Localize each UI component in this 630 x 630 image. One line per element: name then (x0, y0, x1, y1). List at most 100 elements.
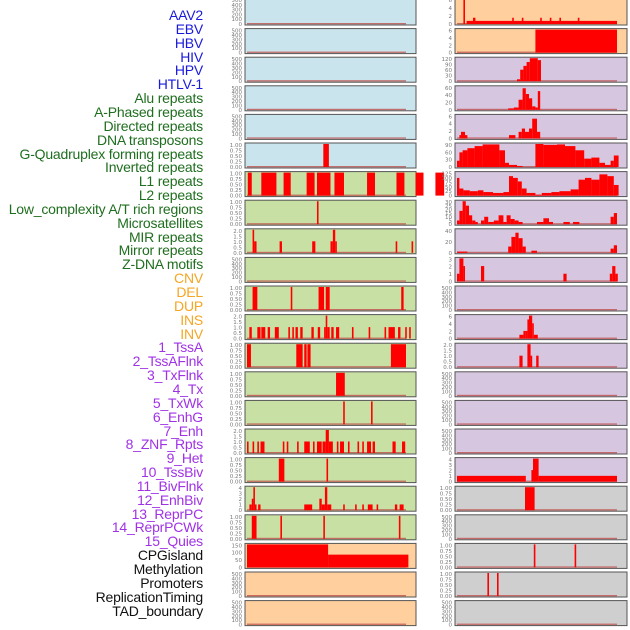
y-tick-label: 0 (449, 251, 453, 257)
baseline (247, 80, 406, 82)
y-tick-label: 0.50 (440, 583, 453, 589)
y-tick-label: 0 (449, 480, 453, 486)
panel-gquad-left: 0.000.250.500.751.00 (230, 142, 417, 171)
panel-frame (454, 485, 628, 512)
y-tick-label: 0.75 (440, 578, 453, 584)
bar (467, 148, 475, 167)
row-label: G-Quadruplex forming repeats (19, 145, 204, 162)
bar (367, 441, 372, 453)
y-tick-label: 0 (239, 594, 243, 600)
bar (324, 487, 328, 511)
row-label: 8_ZNF_Rpts (125, 436, 204, 453)
y-tick-label: 500 (232, 572, 243, 578)
bar (533, 334, 538, 339)
bar (517, 165, 523, 167)
y-tick-label: 0.5 (233, 245, 242, 251)
bar (473, 17, 476, 24)
y-tick-label: 200 (232, 42, 243, 48)
panel-enhbiv-right: 0.000.250.500.751.00 (440, 485, 628, 514)
panel-frame (454, 514, 628, 541)
bar (318, 287, 325, 310)
bar (371, 401, 373, 425)
bar (435, 172, 445, 196)
y-tick-label: 4 (449, 458, 453, 464)
y-tick-label: 300 (442, 524, 453, 530)
baseline (457, 394, 617, 397)
y-tick-label: 40 (445, 229, 452, 235)
row-label: AAV2 (169, 7, 203, 23)
bar (591, 157, 600, 167)
y-tick-label: 4 (449, 36, 453, 42)
bar (282, 441, 285, 453)
bar (497, 573, 499, 596)
bar (347, 441, 350, 453)
bar (578, 179, 585, 196)
y-tick-label: 100 (442, 418, 453, 424)
y-tick-label: 0.75 (230, 463, 243, 469)
bar (519, 334, 524, 339)
bar (570, 189, 579, 196)
y-tick-label: 300 (442, 438, 453, 444)
y-tick-label: 200 (442, 299, 453, 305)
bar (613, 245, 617, 253)
panel-frame (454, 314, 628, 341)
bar (498, 215, 504, 225)
row-label: 1_TssA (158, 339, 203, 356)
row-label: 9_Het (166, 450, 204, 467)
bar (563, 273, 567, 282)
bar (343, 504, 345, 511)
bar (317, 327, 321, 339)
y-tick-label: 0.50 (230, 297, 243, 303)
y-tick-label: 100 (232, 132, 243, 138)
bar (247, 344, 251, 368)
bar (517, 79, 521, 82)
bar (599, 162, 605, 167)
panel-frame (244, 85, 417, 112)
bar (457, 160, 460, 167)
bar (395, 241, 398, 253)
bar (465, 205, 469, 225)
y-tick-label: 0.25 (230, 388, 243, 394)
y-tick-label: 0.50 (230, 383, 243, 389)
y-tick-label: 400 (442, 405, 453, 411)
y-tick-label: 2 (449, 43, 453, 49)
y-tick-label: 100 (232, 46, 243, 52)
y-tick-label: 500 (232, 29, 243, 35)
baseline (457, 280, 617, 282)
y-tick-label: 0.75 (440, 549, 453, 555)
y-tick-label: 2.0 (233, 429, 242, 435)
y-tick-label: 500 (232, 601, 243, 607)
bar (609, 273, 613, 282)
row-label: HPV (174, 62, 203, 79)
bar (607, 176, 614, 196)
row-label: HTLV-1 (157, 76, 203, 93)
y-tick-label: 500 (442, 372, 453, 378)
y-tick-label: 100 (232, 103, 243, 109)
bar (509, 164, 517, 167)
bar (249, 327, 252, 339)
panel-hpv-right: 024 6 (449, 113, 628, 142)
row-label: L2 repeats (138, 187, 203, 204)
panel-frame (244, 457, 417, 484)
bar (508, 108, 514, 110)
y-tick-label: 0.50 (230, 211, 243, 217)
y-tick-label: 100 (442, 447, 453, 453)
bar (543, 144, 557, 167)
y-tick-label: 400 (442, 376, 453, 382)
y-tick-label: 0.75 (230, 149, 243, 155)
bar (521, 128, 525, 139)
bar (557, 144, 565, 167)
y-tick-label: 500 (232, 114, 243, 120)
baseline (247, 223, 406, 225)
y-tick-label: 150 (232, 543, 243, 549)
bar (529, 58, 538, 82)
y-tick-label: 300 (442, 381, 453, 387)
bar (307, 344, 311, 368)
bar (509, 176, 513, 196)
bar (525, 330, 528, 339)
bar (261, 172, 277, 196)
panel-dup-right: 0 246 (449, 314, 628, 343)
